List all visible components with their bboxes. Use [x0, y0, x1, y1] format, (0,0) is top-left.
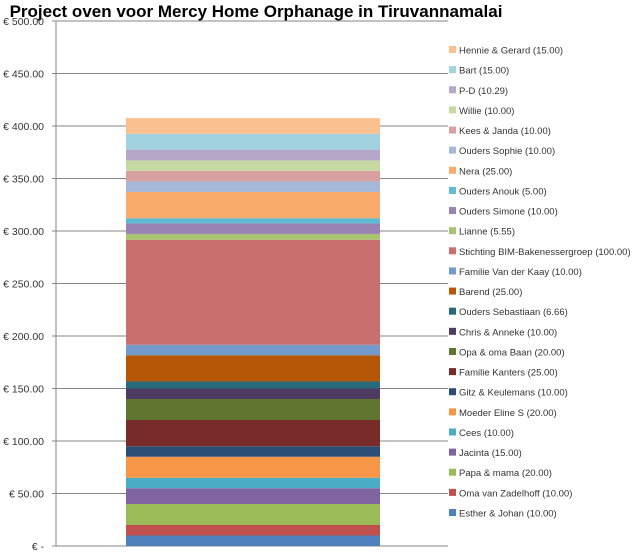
legend-swatch-4: [449, 428, 456, 436]
ytick-label-4: € 200.00: [3, 331, 44, 343]
bar-segment-1: [126, 525, 380, 536]
bar-segment-23: [126, 118, 380, 134]
legend-label-21: P-D (10.29): [459, 86, 508, 97]
bar-segment-20: [126, 160, 380, 171]
bar-segment-7: [126, 420, 380, 447]
legend-swatch-8: [449, 347, 456, 355]
bar-segment-16: [126, 218, 380, 224]
legend-swatch-5: [449, 408, 456, 416]
bar-segment-10: [126, 381, 380, 389]
legend-label-19: Kees & Janda (10.00): [459, 126, 551, 137]
bar-segment-4: [126, 477, 380, 489]
legend-label-15: Ouders Simone (10.00): [459, 207, 558, 218]
legend-label-1: Oma van Zadelhoff (10.00): [459, 488, 572, 499]
legend-swatch-14: [449, 227, 456, 235]
bar-segment-3: [126, 488, 380, 504]
legend-label-20: Willie (10.00): [459, 106, 514, 117]
legend-swatch-9: [449, 327, 456, 335]
bar-segment-15: [126, 223, 380, 234]
bar-segment-11: [126, 355, 380, 382]
legend-swatch-1: [449, 488, 456, 496]
bar-segment-13: [126, 239, 380, 345]
legend-label-16: Ouders Anouk (5.00): [459, 186, 547, 197]
legend-label-6: Gitz & Keulemans (10.00): [459, 388, 568, 399]
legend-swatch-21: [449, 86, 456, 94]
legend-swatch-18: [449, 146, 456, 154]
ytick-label-1: € 50.00: [9, 489, 44, 501]
legend-swatch-3: [449, 448, 456, 456]
bar-segment-8: [126, 399, 380, 420]
legend-swatch-10: [449, 307, 456, 315]
legend-swatch-22: [449, 66, 456, 74]
legend-swatch-12: [449, 267, 456, 275]
legend-swatch-20: [449, 106, 456, 114]
legend-swatch-23: [449, 46, 456, 53]
legend-label-17: Nera (25.00): [459, 166, 512, 177]
bar-segment-14: [126, 233, 380, 240]
legend-swatch-13: [449, 247, 456, 255]
ytick-label-2: € 100.00: [3, 436, 44, 448]
legend-swatch-7: [449, 368, 456, 376]
legend-label-8: Opa & oma Baan (20.00): [459, 347, 565, 358]
bar-segment-21: [126, 149, 380, 161]
legend-swatch-16: [449, 186, 456, 194]
legend-label-5: Moeder Eline S (20.00): [459, 408, 557, 419]
bar-segment-22: [126, 133, 380, 150]
bar-segment-19: [126, 170, 380, 182]
legend: Hennie & Gerard (15.00) Bart (15.00) P-D (…: [449, 46, 631, 520]
legend-label-0: Esther & Johan (10.00): [459, 509, 557, 520]
bar-segment-9: [126, 388, 380, 399]
stacked-bar: [126, 118, 380, 546]
bar-segment-5: [126, 456, 380, 478]
legend-label-12: Familie Van der Kaay (10.00): [459, 267, 582, 278]
legend-swatch-17: [449, 166, 456, 174]
legend-swatch-11: [449, 287, 456, 295]
legend-label-22: Bart (15.00): [459, 66, 509, 77]
ytick-label-0: € -: [32, 541, 45, 553]
legend-label-3: Jacinta (15.00): [459, 448, 522, 459]
legend-swatch-6: [449, 388, 456, 396]
bar-segment-6: [126, 446, 380, 457]
ytick-label-5: € 250.00: [3, 279, 44, 291]
legend-swatch-19: [449, 126, 456, 134]
legend-label-14: Lianne (5.55): [459, 227, 515, 238]
legend-label-10: Ouders Sebastiaan (6.66): [459, 307, 568, 318]
ytick-label-6: € 300.00: [3, 226, 44, 238]
legend-label-2: Papa & mama (20.00): [459, 468, 552, 479]
ytick-label-8: € 400.00: [3, 121, 44, 133]
bar-segment-17: [126, 191, 380, 219]
bar-segment-2: [126, 504, 380, 525]
bar-segment-12: [126, 344, 380, 356]
bar-segment-18: [126, 181, 380, 192]
ytick-label-7: € 350.00: [3, 174, 44, 186]
legend-label-23: Hennie & Gerard (15.00): [459, 46, 563, 57]
y-axis-ticks: € - € 50.00 € 100.00 € 150.00 € 200.00 € 250.…: [3, 16, 56, 553]
legend-label-9: Chris & Anneke (10.00): [459, 327, 557, 338]
ytick-label-9: € 450.00: [3, 69, 44, 81]
legend-label-11: Barend (25.00): [459, 287, 522, 298]
legend-swatch-2: [449, 468, 456, 476]
chart-title: Project oven voor Mercy Home Orphanage i…: [10, 2, 503, 21]
ytick-label-3: € 150.00: [3, 384, 44, 396]
legend-swatch-15: [449, 207, 456, 215]
bar-segment-0: [126, 535, 380, 546]
legend-swatch-0: [449, 509, 456, 516]
legend-label-13: Stichting BIM-Bakenessergroep (100.00): [459, 247, 631, 258]
ytick-label-10: € 500.00: [3, 16, 44, 28]
legend-label-7: Familie Kanters (25.00): [459, 368, 558, 379]
legend-label-4: Cees (10.00): [459, 428, 514, 439]
legend-label-18: Ouders Sophie (10.00): [459, 146, 555, 157]
